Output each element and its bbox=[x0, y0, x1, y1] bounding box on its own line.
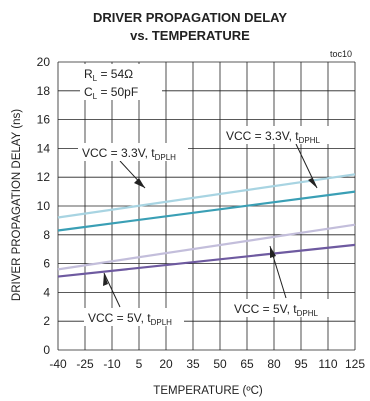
condition-rl: RL = 54Ω bbox=[84, 67, 133, 83]
series-line-s2 bbox=[57, 190, 356, 232]
annotation-a4: VCC = 5V, tDPHL bbox=[234, 302, 318, 318]
x-axis-label: TEMPERATURE (ºC) bbox=[153, 385, 263, 397]
y-tick-label: 10 bbox=[37, 199, 51, 213]
x-tick-label: 65 bbox=[240, 357, 254, 371]
arrow-line-a3 bbox=[103, 272, 121, 308]
x-tick-label: 80 bbox=[267, 357, 281, 371]
annotation-bg-a2 bbox=[222, 126, 332, 144]
annotation-a2: VCC = 3.3V, tDPHL bbox=[226, 129, 321, 145]
y-tick-label: 16 bbox=[37, 113, 51, 127]
x-tick-label: -25 bbox=[76, 357, 94, 371]
arrow-line-a2 bbox=[295, 143, 318, 189]
annotation-a3: VCC = 5V, tDPLH bbox=[88, 311, 172, 327]
annotation-arrowheads bbox=[103, 178, 317, 286]
annotation-bg-a3 bbox=[84, 308, 184, 326]
y-tick-label: 8 bbox=[43, 228, 50, 242]
y-tick-label: 14 bbox=[37, 141, 51, 155]
series-line-s4 bbox=[57, 243, 356, 278]
arrowhead-a4 bbox=[270, 246, 276, 258]
x-tick-label: -40 bbox=[49, 357, 67, 371]
y-tick-label: 2 bbox=[43, 314, 50, 328]
annotation-bg-a4 bbox=[230, 299, 330, 317]
chart-title-line1: DRIVER PROPAGATION DELAY bbox=[93, 10, 287, 25]
x-tick-label: 50 bbox=[213, 357, 227, 371]
series-line-s1 bbox=[57, 173, 356, 219]
x-tick-label: 110 bbox=[318, 357, 337, 371]
x-tick-label: 35 bbox=[186, 357, 200, 371]
series-line-s3 bbox=[57, 223, 356, 271]
arrowhead-a2 bbox=[308, 178, 317, 188]
y-tick-label: 0 bbox=[43, 343, 50, 357]
condition-cl: CL = 50pF bbox=[84, 85, 138, 101]
figure-id: toc10 bbox=[330, 49, 352, 59]
tick-labels: -40 -25 -10 5 20 35 50 65 80 95 110 125 0 2 4 6 8 10 12 14 1… bbox=[37, 55, 366, 371]
y-tick-label: 12 bbox=[37, 170, 51, 184]
arrowhead-a1 bbox=[134, 178, 145, 188]
x-tick-label: 125 bbox=[345, 357, 365, 371]
y-tick-label: 20 bbox=[37, 55, 51, 69]
x-tick-label: -10 bbox=[103, 357, 121, 371]
grid bbox=[57, 61, 356, 351]
x-tick-label: 20 bbox=[159, 357, 173, 371]
arrowhead-a3 bbox=[103, 273, 108, 286]
series-lines bbox=[57, 173, 356, 278]
conditions-box-bg bbox=[80, 64, 162, 100]
x-tick-label: 95 bbox=[294, 357, 308, 371]
y-axis-label: DRIVER PROPAGATION DELAY (ns) bbox=[11, 109, 23, 301]
annotation-bg-a1 bbox=[78, 143, 188, 161]
chart-title-line2: vs. TEMPERATURE bbox=[130, 28, 250, 43]
annotation-a1: VCC = 3.3V, tDPLH bbox=[82, 146, 176, 162]
y-tick-label: 6 bbox=[43, 257, 50, 271]
annotation-arrows bbox=[103, 143, 318, 308]
y-tick-label: 18 bbox=[37, 84, 51, 98]
y-tick-label: 4 bbox=[43, 285, 50, 299]
x-tick-label: 5 bbox=[136, 357, 143, 371]
